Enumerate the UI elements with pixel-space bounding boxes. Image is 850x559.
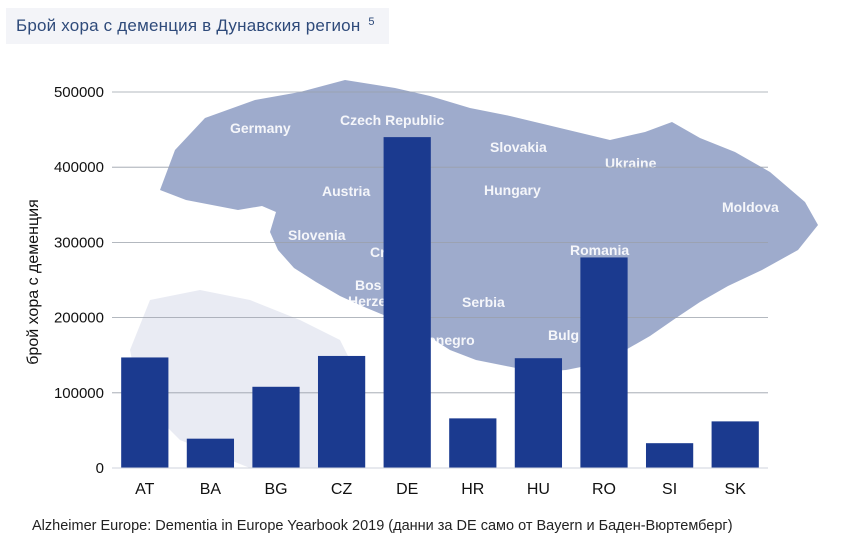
bar-cz bbox=[317, 355, 366, 468]
map-label: Serbia bbox=[462, 294, 505, 310]
x-tick-label: CZ bbox=[331, 481, 353, 498]
map-label: enegro bbox=[428, 332, 475, 348]
map-label: Slovenia bbox=[288, 227, 346, 243]
source-caption: Alzheimer Europe: Dementia in Europe Yea… bbox=[32, 518, 733, 534]
bar-sk bbox=[711, 421, 759, 468]
bar-hr bbox=[449, 418, 497, 468]
y-tick-label: 300000 bbox=[54, 234, 104, 251]
x-tick-label: HR bbox=[461, 481, 484, 498]
map-label: Bulg bbox=[548, 327, 579, 343]
x-tick-label: DE bbox=[396, 481, 418, 498]
bar-ro bbox=[580, 257, 628, 468]
footnote-marker: 5 bbox=[368, 16, 375, 28]
map-label: Ukraine bbox=[605, 155, 657, 171]
map-label: Czech Republic bbox=[340, 112, 444, 128]
map-region-shape bbox=[160, 80, 818, 372]
x-tick-label: BA bbox=[200, 481, 222, 498]
chart-title-box: Брой хора с деменция в Дунавския регион … bbox=[6, 8, 389, 44]
chart-title: Брой хора с деменция в Дунавския регион bbox=[16, 16, 361, 35]
x-tick-label: SK bbox=[725, 481, 747, 498]
background-map: Germany Czech Republic Slovakia Ukraine Aust… bbox=[130, 80, 818, 468]
map-label: Germany bbox=[230, 120, 291, 136]
map-label: Austria bbox=[322, 183, 370, 199]
y-tick-label: 100000 bbox=[54, 385, 104, 402]
bar-de bbox=[383, 137, 431, 468]
bar-hu bbox=[514, 358, 563, 468]
x-tick-label: BG bbox=[264, 481, 287, 498]
map-label: Slovakia bbox=[490, 139, 547, 155]
x-tick-labels: AT BA BG CZ DE HR HU RO SI SK bbox=[135, 481, 746, 498]
bar-at bbox=[121, 357, 169, 468]
y-axis-label: брой хора с деменция bbox=[25, 199, 42, 364]
bar-si bbox=[645, 443, 694, 468]
map-label: Moldova bbox=[722, 199, 779, 215]
y-tick-label: 500000 bbox=[54, 84, 104, 101]
x-tick-label: AT bbox=[135, 481, 154, 498]
map-label: Cr bbox=[370, 244, 386, 260]
bar-bg bbox=[252, 386, 300, 468]
x-tick-label: RO bbox=[592, 481, 616, 498]
map-label: Hungary bbox=[484, 182, 541, 198]
map-label: Romania bbox=[570, 242, 629, 258]
bars bbox=[121, 137, 759, 468]
grid-lines bbox=[112, 91, 768, 394]
map-lower-region-shape bbox=[130, 290, 360, 468]
bar-ba bbox=[186, 438, 235, 468]
y-tick-label: 400000 bbox=[54, 159, 104, 176]
y-tick-label: 200000 bbox=[54, 310, 104, 327]
x-tick-label: HU bbox=[527, 481, 550, 498]
x-tick-label: SI bbox=[662, 481, 677, 498]
y-tick-label: 0 bbox=[96, 460, 104, 477]
y-tick-labels: 0 100000 200000 300000 400000 500000 bbox=[54, 84, 104, 477]
